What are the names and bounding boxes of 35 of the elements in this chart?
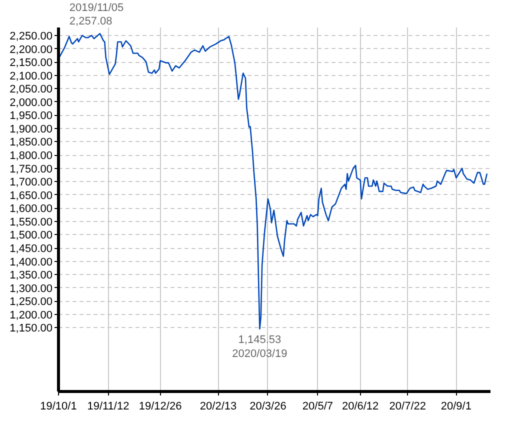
y-tick-label: 1,150.00: [10, 322, 53, 335]
y-tick-label: 1,450.00: [10, 243, 53, 256]
y-tick-label: 1,350.00: [10, 270, 53, 282]
y-tick-label: 1,850.00: [10, 136, 53, 149]
y-tick-label: 2,150.00: [10, 57, 53, 70]
x-tick-label: 20/5/7: [302, 400, 333, 412]
annotation: 2019/11/05 2,257.08: [69, 2, 124, 28]
y-tick-label: 2,050.00: [10, 84, 53, 96]
y-tick-label: 1,800.00: [10, 150, 53, 162]
y-tick-label: 1,500.00: [10, 230, 53, 242]
y-tick-label: 1,250.00: [10, 296, 53, 308]
y-tick-label: 1,750.00: [10, 163, 53, 176]
x-tick-label: 20/3/26: [250, 400, 286, 412]
y-tick-label: 2,100.00: [10, 70, 53, 82]
x-tick-label: 20/2/13: [200, 400, 237, 412]
line-series: [58, 32, 488, 330]
y-tick-label: 2,000.00: [10, 96, 53, 109]
y-tick-label: 1,900.00: [10, 123, 53, 136]
y-tick-label: 2,200.00: [10, 44, 53, 56]
y-tick-label: 2,250.00: [10, 30, 53, 42]
annotation: 1,145.53 2020/03/19: [232, 334, 288, 360]
y-tick-label: 1,400.00: [10, 256, 53, 268]
y-tick-label: 1,700.00: [10, 176, 53, 189]
x-tick-label: 19/11/12: [87, 400, 130, 412]
y-tick-label: 1,950.00: [10, 110, 53, 122]
y-tick-label: 1,300.00: [10, 282, 53, 295]
x-tick-label: 20/9/1: [440, 400, 472, 412]
x-tick-label: 19/10/1: [40, 400, 77, 412]
y-tick-label: 1,600.00: [10, 203, 53, 216]
x-tick-label: 19/12/26: [138, 400, 182, 412]
y-tick-label: 1,200.00: [10, 309, 53, 322]
y-tick-label: 1,550.00: [10, 216, 53, 228]
x-tick-label: 20/6/12: [342, 400, 379, 412]
x-tick-label: 20/7/22: [389, 400, 426, 412]
y-tick-label: 1,650.00: [10, 190, 53, 202]
